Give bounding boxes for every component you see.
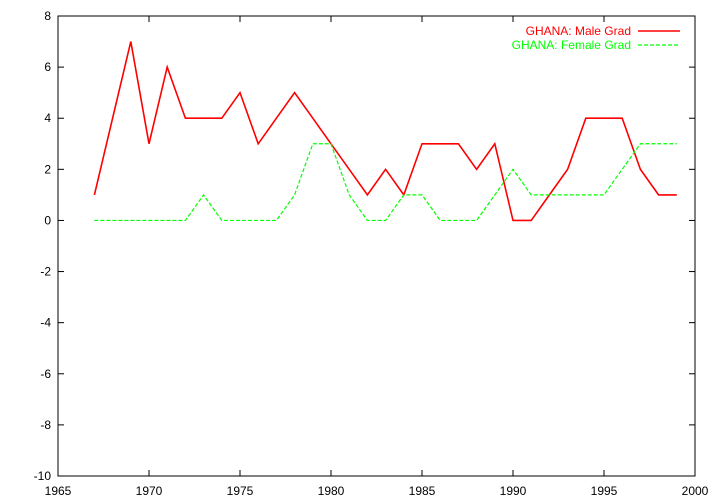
series-line-female	[94, 143, 677, 222]
y-axis: -10 -8 -6 -4 -2 0 2 4 6 8	[34, 9, 695, 483]
x-tick-label: 1995	[591, 484, 618, 498]
series-layer	[93, 41, 677, 222]
x-tick-label: 1965	[45, 484, 72, 498]
x-tick-label: 1985	[409, 484, 436, 498]
y-tick-label: -6	[40, 367, 51, 381]
legend-label-female: GHANA: Female Grad	[512, 38, 631, 52]
y-tick-label: 2	[44, 162, 51, 176]
y-tick-label: 8	[44, 9, 51, 23]
plot-frame	[57, 15, 696, 477]
y-tick-label: 0	[44, 213, 51, 227]
x-tick-label: 1990	[500, 484, 527, 498]
y-tick-label: -2	[40, 265, 51, 279]
x-tick-label: 1970	[136, 484, 163, 498]
y-tick-label: 4	[44, 111, 51, 125]
series-line-male	[93, 41, 677, 222]
x-tick-label: 2000	[682, 484, 709, 498]
y-tick-label: 6	[44, 60, 51, 74]
x-axis: 1965 1970 1975 1980 1985 1990 1995 2000	[45, 16, 709, 498]
x-tick-label: 1975	[227, 484, 254, 498]
x-tick-label: 1980	[318, 484, 345, 498]
y-tick-label: -8	[40, 418, 51, 432]
y-tick-label: -10	[34, 469, 52, 483]
legend-label-male: GHANA: Male Grad	[526, 24, 631, 38]
y-tick-label: -4	[40, 316, 51, 330]
